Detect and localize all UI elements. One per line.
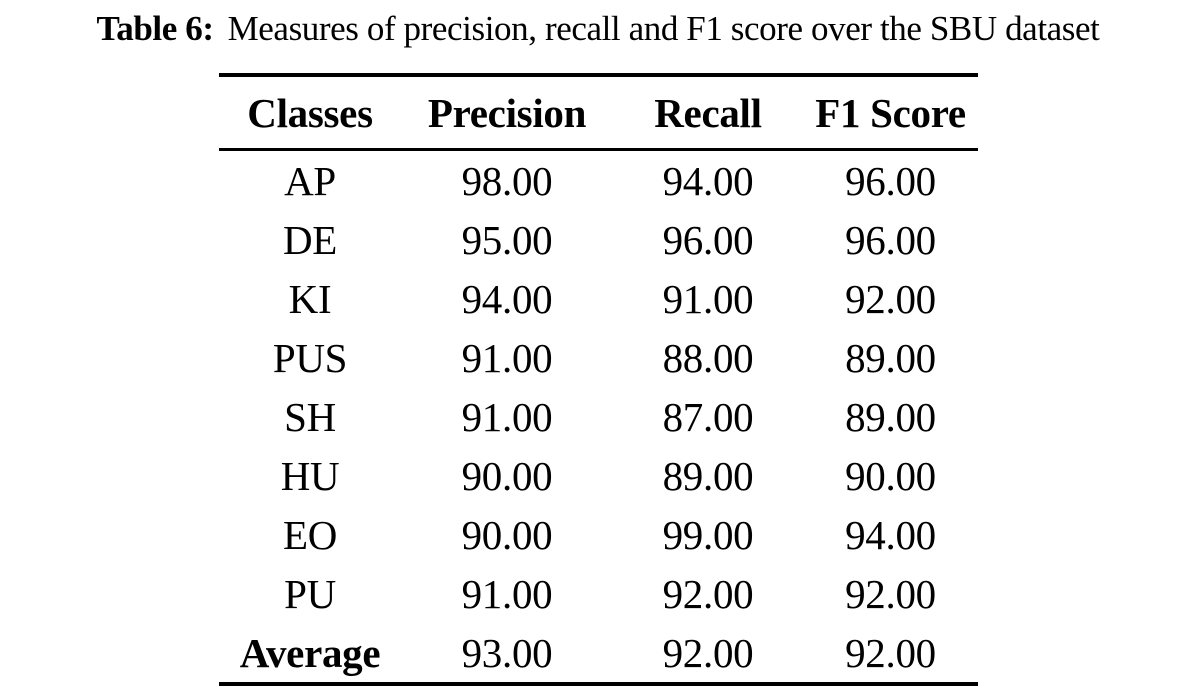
precision-value-cell: 91.00 xyxy=(461,570,553,617)
recall-value-cell: 91.00 xyxy=(662,275,754,322)
table-row: PU 91.00 92.00 92.00 xyxy=(219,564,978,623)
class-label-cell: DE xyxy=(282,216,338,263)
precision-value-cell: 94.00 xyxy=(461,275,553,322)
table-row: PUS 91.00 88.00 89.00 xyxy=(219,328,978,387)
f1-value-cell: 94.00 xyxy=(845,511,936,558)
f1-value-cell: 89.00 xyxy=(845,334,936,381)
recall-value-cell: 99.00 xyxy=(662,511,754,558)
precision-value-cell: 90.00 xyxy=(461,511,553,558)
precision-value-cell: 95.00 xyxy=(461,216,553,263)
table-row: DE 95.00 96.00 96.00 xyxy=(219,210,978,269)
f1-value-cell: 92.00 xyxy=(845,570,936,617)
recall-value-cell: 89.00 xyxy=(662,452,754,499)
table-row: EO 90.00 99.00 94.00 xyxy=(219,505,978,564)
table-body: AP 98.00 94.00 96.00 DE 95.00 96.00 96.0… xyxy=(219,150,978,685)
f1-value-cell: 92.00 xyxy=(845,629,936,676)
table-caption-label: Table 6: xyxy=(96,9,214,48)
class-label-cell: PUS xyxy=(272,334,348,381)
table-row: AP 98.00 94.00 96.00 xyxy=(219,150,978,211)
recall-value-cell: 88.00 xyxy=(662,334,754,381)
column-header-precision: Precision xyxy=(401,75,613,151)
results-table: Classes Precision Recall F1 Score AP 98.… xyxy=(219,73,978,686)
f1-value-cell: 89.00 xyxy=(845,393,936,440)
table-caption: Table 6: Measures of precision, recall an… xyxy=(0,6,1196,52)
f1-value-cell: 96.00 xyxy=(845,157,936,204)
class-label-cell: Average xyxy=(239,629,381,676)
precision-value-cell: 93.00 xyxy=(461,629,553,676)
table-row: HU 90.00 89.00 90.00 xyxy=(219,446,978,505)
column-header-classes: Classes xyxy=(219,75,401,151)
class-label-cell: PU xyxy=(284,570,336,617)
column-header-recall: Recall xyxy=(613,75,803,151)
table-row-average: Average 93.00 92.00 92.00 xyxy=(219,623,978,684)
recall-value-cell: 87.00 xyxy=(662,393,754,440)
table-row: SH 91.00 87.00 89.00 xyxy=(219,387,978,446)
class-label-cell: KI xyxy=(288,275,332,322)
class-label-cell: EO xyxy=(282,511,338,558)
class-label-cell: SH xyxy=(284,393,336,440)
recall-value-cell: 92.00 xyxy=(662,570,754,617)
table-caption-text: Measures of precision, recall and F1 sco… xyxy=(227,9,1100,48)
recall-value-cell: 96.00 xyxy=(662,216,754,263)
f1-value-cell: 96.00 xyxy=(845,216,936,263)
f1-value-cell: 90.00 xyxy=(845,452,936,499)
recall-value-cell: 92.00 xyxy=(662,629,754,676)
f1-value-cell: 92.00 xyxy=(845,275,936,322)
table-header: Classes Precision Recall F1 Score xyxy=(219,75,978,151)
precision-value-cell: 98.00 xyxy=(461,157,553,204)
column-header-f1-score: F1 Score xyxy=(803,75,978,151)
header-row: Classes Precision Recall F1 Score xyxy=(219,75,978,151)
recall-value-cell: 94.00 xyxy=(662,157,754,204)
table-row: KI 94.00 91.00 92.00 xyxy=(219,269,978,328)
precision-value-cell: 91.00 xyxy=(461,334,553,381)
precision-value-cell: 91.00 xyxy=(461,393,553,440)
class-label-cell: HU xyxy=(280,452,340,499)
precision-value-cell: 90.00 xyxy=(461,452,553,499)
class-label-cell: AP xyxy=(284,157,336,204)
